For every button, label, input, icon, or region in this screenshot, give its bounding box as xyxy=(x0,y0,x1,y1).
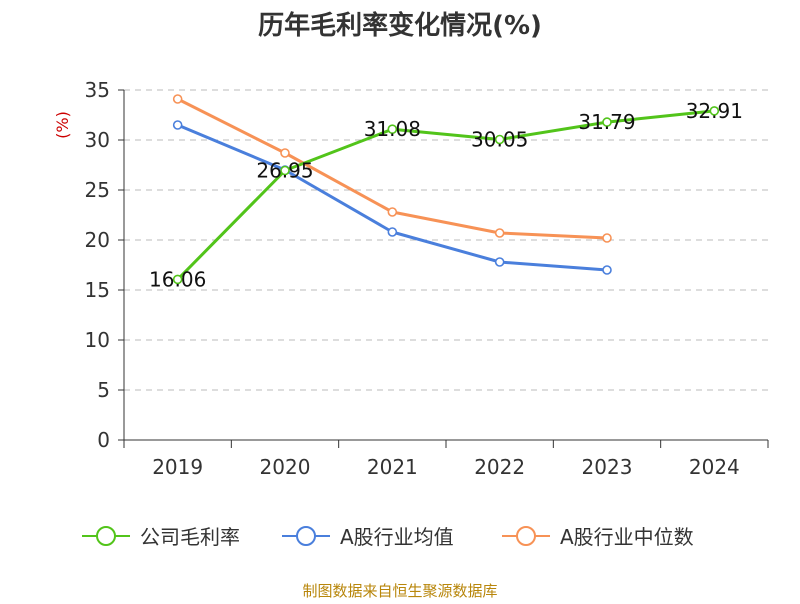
y-tick-label: 5 xyxy=(97,378,110,402)
data-point xyxy=(387,227,398,237)
data-point xyxy=(494,228,505,238)
x-tick-label: 2021 xyxy=(367,455,418,479)
y-tick-label: 15 xyxy=(85,278,110,302)
legend: 公司毛利率 A股行业均值 A股行业中位数 xyxy=(82,525,694,549)
y-tick-label: 30 xyxy=(85,128,110,152)
data-label: 30.05 xyxy=(471,128,528,152)
data-point xyxy=(709,106,720,116)
legend-label: A股行业中位数 xyxy=(560,525,694,549)
grid-lines xyxy=(124,89,768,391)
legend-marker xyxy=(516,526,536,546)
data-point xyxy=(387,207,398,217)
data-point xyxy=(602,117,612,127)
y-tick-label: 0 xyxy=(97,428,110,452)
series-lines xyxy=(172,94,720,285)
legend-item: A股行业中位数 xyxy=(502,525,694,549)
legend-label: 公司毛利率 xyxy=(140,525,240,549)
x-tick-label: 2023 xyxy=(582,455,633,479)
x-tick-label: 2022 xyxy=(474,455,525,479)
y-tick-label: 10 xyxy=(85,328,110,352)
data-label: 32.91 xyxy=(686,99,743,123)
y-tick-label: 35 xyxy=(85,78,110,102)
legend-marker xyxy=(296,526,316,546)
data-point xyxy=(387,124,398,134)
data-point xyxy=(172,94,183,104)
series-line xyxy=(176,109,716,281)
data-label: 26.95 xyxy=(256,159,313,183)
data-point xyxy=(602,265,612,275)
x-tick-label: 2024 xyxy=(689,455,740,479)
legend-item: A股行业均值 xyxy=(282,525,454,549)
data-point xyxy=(602,233,612,243)
x-tick-label: 2019 xyxy=(152,455,203,479)
data-point xyxy=(280,165,290,176)
source-note: 制图数据来自恒生聚源数据库 xyxy=(302,582,497,600)
legend-item: 公司毛利率 xyxy=(82,525,240,549)
legend-label: A股行业均值 xyxy=(340,525,454,549)
data-labels: 16.06 26.95 31.08 30.05 31.79 32.91 xyxy=(149,99,743,291)
legend-marker xyxy=(96,526,116,546)
axes: 0 5 10 15 20 25 30 35 2019 2020 2021 2022 2023 2024 xyxy=(85,78,769,479)
series-line xyxy=(176,123,609,272)
data-label: 31.79 xyxy=(578,110,635,134)
data-label: 16.06 xyxy=(149,267,206,291)
chart-title: 历年毛利率变化情况(%) xyxy=(258,10,542,41)
data-point xyxy=(280,148,290,158)
y-axis-label: (%) xyxy=(53,111,72,139)
data-point xyxy=(172,120,183,130)
data-point xyxy=(172,274,183,285)
data-point xyxy=(494,257,505,267)
data-label: 31.08 xyxy=(364,117,421,141)
y-tick-label: 20 xyxy=(85,228,110,252)
x-tick-label: 2020 xyxy=(260,455,311,479)
y-tick-label: 25 xyxy=(85,178,110,202)
data-point xyxy=(494,134,505,145)
